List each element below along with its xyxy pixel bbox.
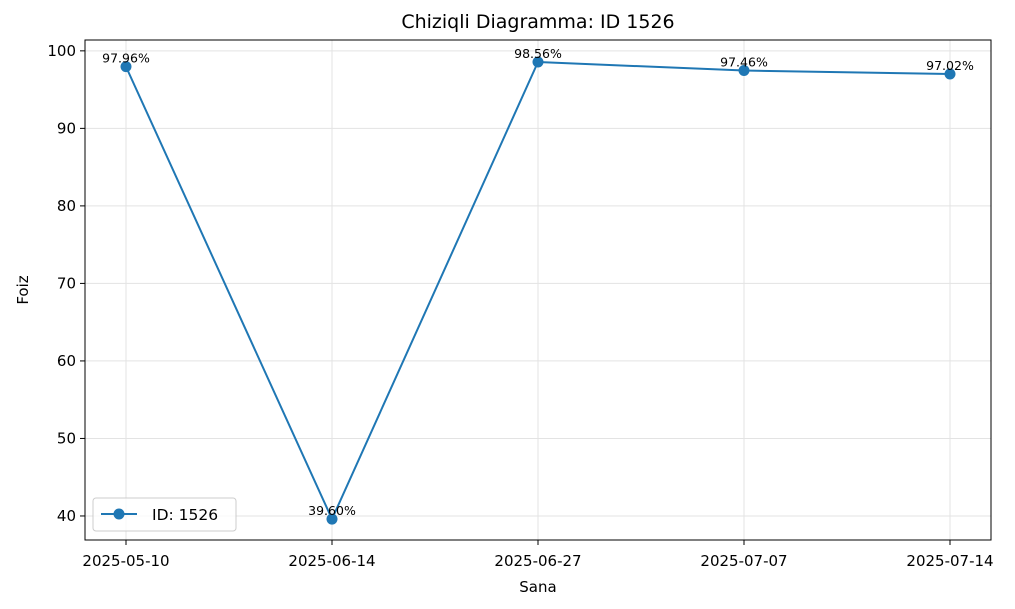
x-tick-label: 2025-06-14 (288, 552, 375, 570)
data-point (738, 65, 750, 77)
x-tick-label: 2025-07-14 (906, 552, 993, 570)
y-tick-label: 60 (57, 352, 76, 370)
data-label: 97.02% (926, 58, 974, 73)
data-point (326, 513, 338, 525)
series-group (120, 56, 956, 525)
y-axis: 40 50 60 70 80 90 100 (47, 42, 85, 525)
y-tick-label: 100 (47, 42, 76, 60)
data-point (944, 68, 956, 80)
data-label: 98.56% (514, 46, 562, 61)
x-tick-label: 2025-06-27 (494, 552, 581, 570)
y-tick-label: 50 (57, 429, 76, 447)
y-tick-label: 80 (57, 197, 76, 215)
x-tick-label: 2025-07-07 (700, 552, 787, 570)
y-tick-label: 70 (57, 274, 76, 292)
grid (85, 40, 991, 540)
legend: ID: 1526 (92, 497, 237, 532)
data-point (532, 56, 544, 68)
data-label: 97.96% (102, 51, 150, 66)
y-tick-label: 40 (57, 507, 76, 525)
legend-box (92, 497, 237, 532)
x-tick-label: 2025-05-10 (82, 552, 169, 570)
data-point (120, 61, 132, 73)
legend-label: ID: 1526 (152, 506, 218, 524)
legend-marker (113, 508, 125, 520)
chart-title: Chiziqli Diagramma: ID 1526 (401, 11, 674, 33)
data-label: 97.46% (720, 55, 768, 70)
x-axis: 2025-05-10 2025-06-14 2025-06-27 2025-07-07… (82, 540, 994, 570)
y-tick-label: 90 (57, 119, 76, 137)
x-axis-title: Sana (519, 578, 556, 596)
data-label: 39.60% (308, 503, 356, 518)
y-axis-title: Foiz (14, 275, 32, 304)
data-labels: 97.96% 39.60% 98.56% 97.46% 97.02% (102, 46, 974, 518)
